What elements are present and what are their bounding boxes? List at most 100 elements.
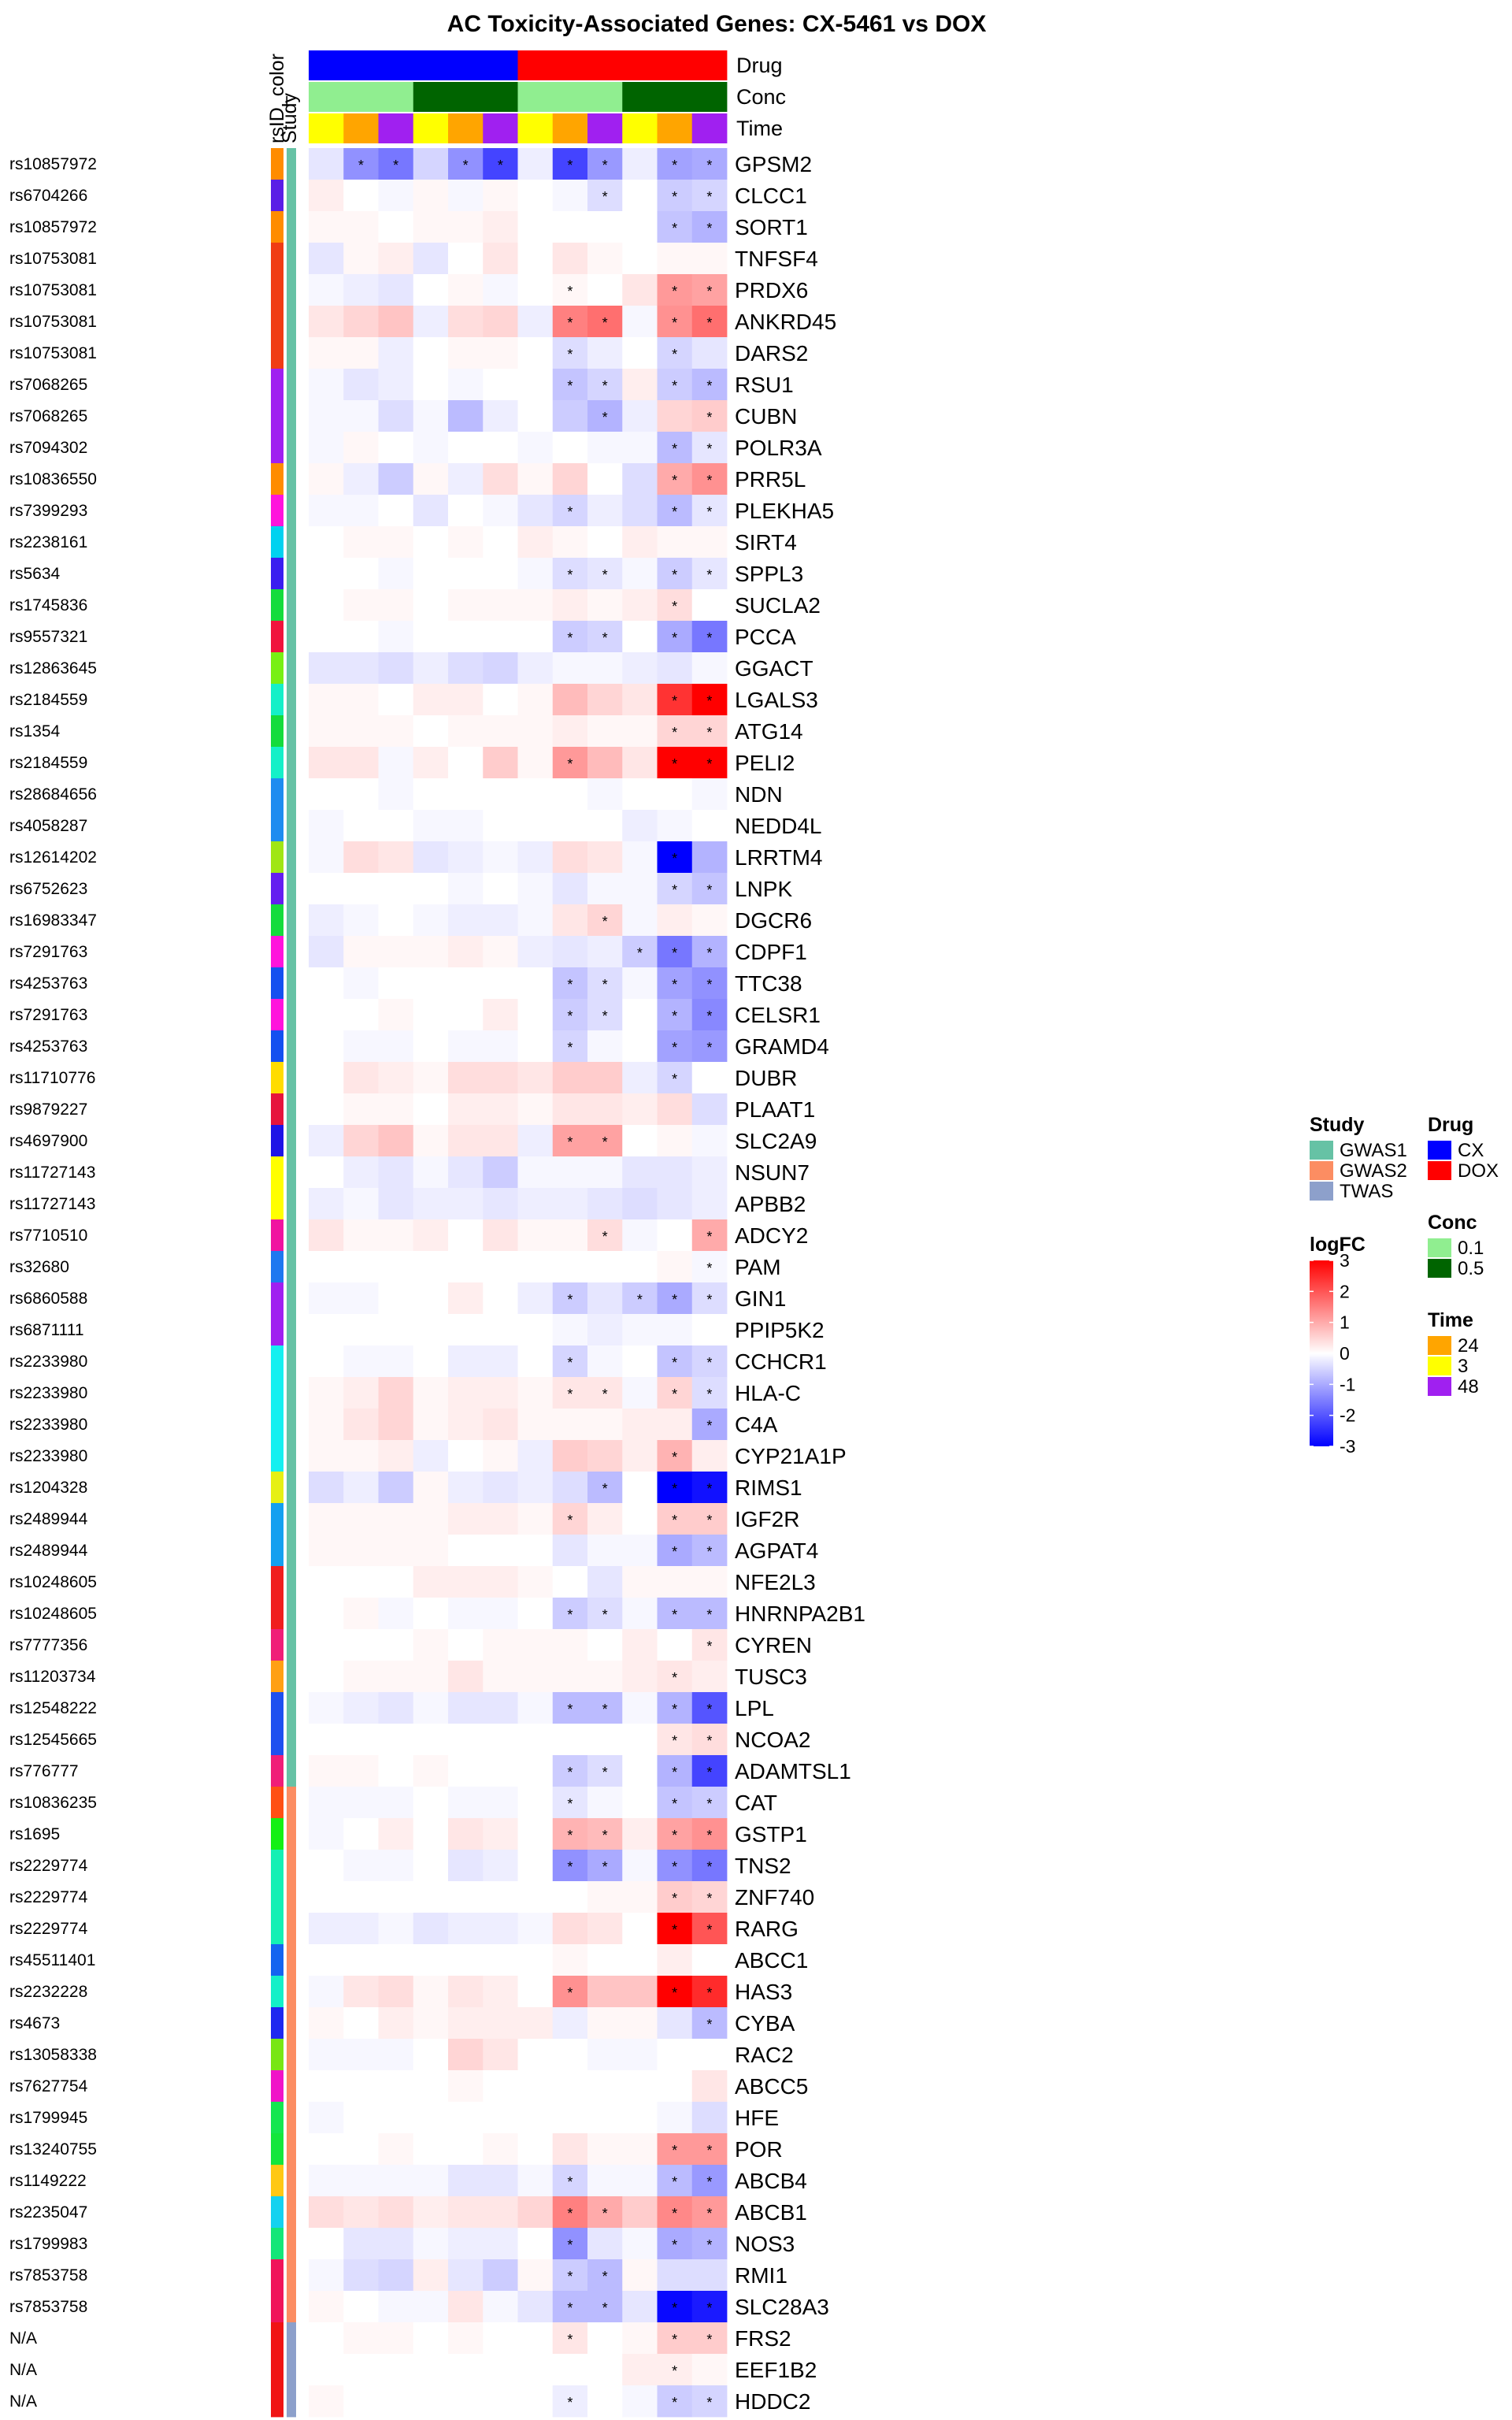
heatmap-cell-30-8 — [587, 1093, 623, 1126]
heatmap-cell-70-8 — [587, 2354, 623, 2386]
heatmap-cell-17-4 — [448, 684, 484, 716]
sig-star-46-10: * — [672, 1607, 677, 1623]
heatmap-cell-63-3 — [413, 2133, 449, 2166]
annot-drug-cell-8 — [587, 50, 623, 80]
heatmap-cell-30-10 — [657, 1093, 693, 1126]
sig-star-13-10: * — [672, 567, 677, 583]
heatmap-cell-23-4 — [448, 873, 484, 905]
heatmap-cell-11-4 — [448, 495, 484, 527]
heatmap-cell-2-4 — [448, 211, 484, 243]
heatmap-cell-58-10 — [657, 1976, 693, 2008]
rsid-label-43: rs2489944 — [9, 1510, 88, 1528]
significance-markers: * * * * * * * * * * * * * * * * * * * * * * * * * * * * * * * * * * * * * * * *… — [358, 158, 713, 2411]
sig-star-66-10: * — [672, 2237, 677, 2253]
heatmap-cell-65-7 — [552, 2196, 588, 2229]
heatmap-cell-33-0 — [309, 1188, 344, 1220]
heatmap-cell-0-7 — [552, 148, 588, 180]
heatmap-cell-5-2 — [378, 306, 414, 338]
rsid-label-66: rs1799983 — [9, 2235, 87, 2253]
gene-label-70: EEF1B2 — [735, 2358, 817, 2382]
heatmap-cell-43-8 — [587, 1503, 623, 1535]
heatmap-cell-21-1 — [343, 810, 379, 842]
study-cell-13 — [287, 558, 296, 590]
heatmap-cell-70-6 — [517, 2354, 554, 2386]
annot-drug-cell-4 — [448, 50, 484, 80]
heatmap-cell-70-4 — [448, 2354, 484, 2386]
legend-swatch-conc-0 — [1428, 1238, 1451, 1257]
heatmap-cell-8-3 — [413, 400, 449, 432]
rsid-color-cell-4 — [271, 274, 284, 306]
sig-star-4-10: * — [672, 284, 677, 299]
heatmap-cell-18-7 — [552, 715, 588, 748]
heatmap-cell-26-11 — [691, 967, 728, 1000]
sig-star-0-1: * — [358, 158, 364, 173]
heatmap-cell-64-6 — [517, 2165, 554, 2197]
heatmap-cell-32-11 — [691, 1156, 728, 1189]
rsid-label-17: rs2184559 — [9, 691, 87, 709]
heatmap-cell-11-0 — [309, 495, 344, 527]
gene-label-26: TTC38 — [735, 971, 802, 996]
heatmap-cell-51-8 — [587, 1755, 623, 1787]
heatmap-cell-20-2 — [378, 778, 414, 811]
rsid-color-cell-40 — [271, 1409, 284, 1441]
rsid-color-cell-37 — [271, 1314, 284, 1346]
sig-star-46-8: * — [602, 1607, 608, 1623]
heatmap-cell-25-6 — [517, 936, 554, 968]
heatmap-cell-16-7 — [552, 652, 588, 685]
heatmap-cell-1-0 — [309, 180, 344, 212]
heatmap-cell-56-7 — [552, 1913, 588, 1945]
heatmap-cell-38-3 — [413, 1345, 449, 1378]
heatmap-cell-43-5 — [483, 1503, 518, 1535]
heatmap-cell-38-4 — [448, 1345, 484, 1378]
heatmap-cell-60-9 — [622, 2039, 658, 2071]
heatmap-cell-51-6 — [517, 1755, 554, 1787]
heatmap-cell-11-2 — [378, 495, 414, 527]
heatmap-cell-55-1 — [343, 1881, 379, 1913]
heatmap-cell-31-2 — [378, 1125, 414, 1157]
heatmap-cell-29-7 — [552, 1062, 588, 1094]
gene-labels: GPSM2 CLCC1 SORT1 TNFSF4 PRDX6 ANKRD45 DARS2 RS… — [735, 152, 865, 2414]
heatmap-cell-31-3 — [413, 1125, 449, 1157]
heatmap-cell-33-5 — [483, 1188, 518, 1220]
gene-label-64: ABCB4 — [735, 2169, 807, 2193]
heatmap-cell-34-11 — [691, 1219, 728, 1252]
heatmap-cell-40-7 — [552, 1409, 588, 1441]
heatmap-cell-27-7 — [552, 999, 588, 1031]
legend-swatch-study-1 — [1310, 1161, 1333, 1180]
heatmap-cell-53-8 — [587, 1818, 623, 1850]
gene-label-10: PRR5L — [735, 467, 806, 492]
heatmap-cell-22-8 — [587, 841, 623, 874]
chart-title: AC Toxicity-Associated Genes: CX-5461 vs… — [447, 11, 987, 37]
rsid-color-cell-38 — [271, 1345, 284, 1378]
heatmap-cell-71-6 — [517, 2385, 554, 2418]
annot-conc-cell-11 — [691, 82, 728, 112]
heatmap-cell-69-9 — [622, 2322, 658, 2355]
heatmap-cell-68-4 — [448, 2291, 484, 2323]
heatmap-cell-18-6 — [517, 715, 554, 748]
study-cell-48 — [287, 1661, 296, 1693]
heatmap-cell-49-5 — [483, 1692, 518, 1724]
heatmap-cell-40-8 — [587, 1409, 623, 1441]
sig-star-63-10: * — [672, 2143, 677, 2158]
heatmap-cell-55-3 — [413, 1881, 449, 1913]
study-cell-2 — [287, 211, 296, 243]
heatmap-cell-3-2 — [378, 243, 414, 275]
heatmap-cell-25-8 — [587, 936, 623, 968]
heatmap-cell-30-2 — [378, 1093, 414, 1126]
study-cell-68 — [287, 2291, 296, 2323]
heatmap-cell-14-4 — [448, 589, 484, 622]
study-cell-11 — [287, 495, 296, 527]
heatmap-cell-43-2 — [378, 1503, 414, 1535]
rsid-label-63: rs13240755 — [9, 2140, 97, 2158]
sig-star-66-7: * — [567, 2237, 573, 2253]
rsid-color-cell-57 — [271, 1944, 284, 1976]
heatmap-cell-52-6 — [517, 1787, 554, 1819]
heatmap-cell-33-11 — [691, 1188, 728, 1220]
heatmap-cell-12-5 — [483, 526, 518, 559]
heatmap-cell-51-5 — [483, 1755, 518, 1787]
heatmap-cell-62-10 — [657, 2102, 693, 2134]
heatmap-cell-17-0 — [309, 684, 344, 716]
heatmap-cell-22-6 — [517, 841, 554, 874]
heatmap-cell-38-1 — [343, 1345, 379, 1378]
heatmap-cell-2-0 — [309, 211, 344, 243]
